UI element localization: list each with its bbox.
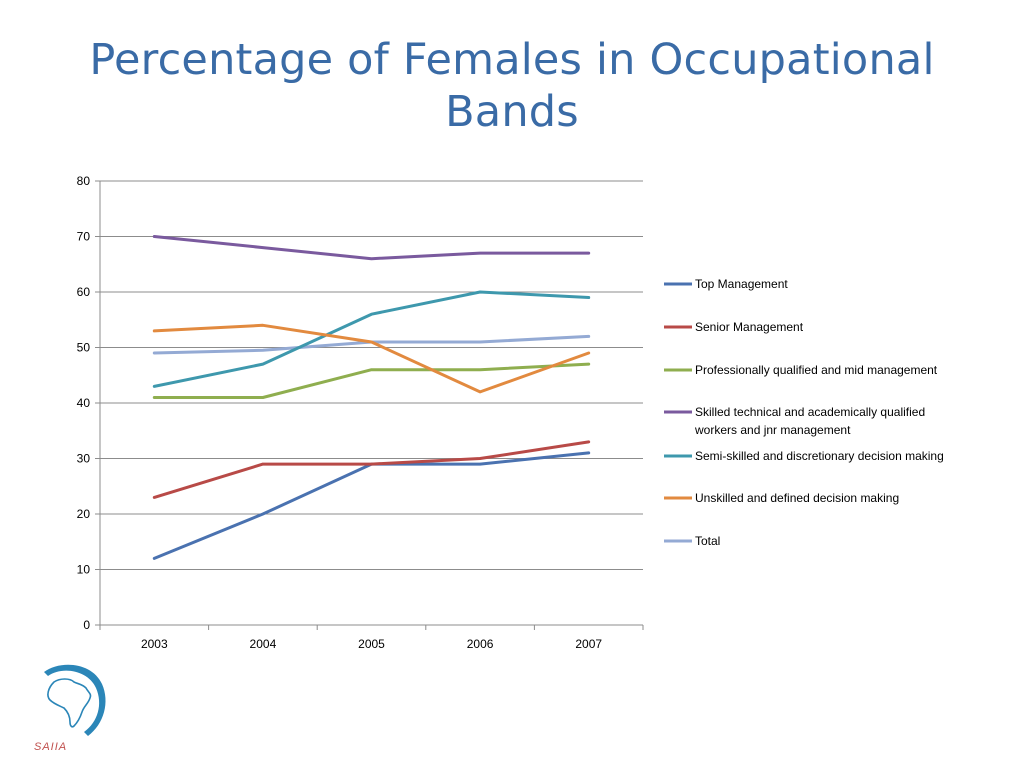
logo-ring-icon [44, 664, 106, 736]
data-point-semi-skilled-and-discretionary-decision-making [370, 313, 373, 316]
legend-item: Professionally qualified and mid managem… [664, 363, 938, 377]
data-point-top-management [153, 557, 156, 560]
y-tick-label: 0 [83, 618, 90, 632]
legend-label: Total [695, 534, 720, 548]
y-tick-label: 80 [77, 174, 91, 188]
legend: Top Management Senior Management Professio… [664, 277, 944, 548]
y-tick-label: 50 [77, 341, 91, 355]
legend-item: Semi-skilled and discretionary decision … [664, 449, 944, 463]
series-line-senior-management [152, 440, 591, 499]
series-line-unskilled-and-defined-decision-making [152, 323, 591, 394]
data-point-total [478, 340, 482, 344]
x-tick-label: 2007 [575, 637, 602, 651]
series-lines [152, 235, 591, 560]
series-line-skilled-technical-and-academically-qualified-workers-and-jnr-management [152, 235, 591, 261]
data-point-skilled-technical-and-academically-qualified-workers-and-jnr-management [261, 246, 265, 249]
data-point-total [261, 349, 265, 352]
legend-item: Senior Management [664, 320, 804, 334]
x-tick-label: 2005 [358, 637, 385, 651]
data-point-unskilled-and-defined-decision-making [370, 340, 373, 344]
data-point-unskilled-and-defined-decision-making [261, 324, 265, 327]
data-point-senior-management [370, 462, 373, 466]
axes: 0 10 20 30 40 50 60 70 80 2003 2004 2005 2006 2007 [77, 174, 644, 651]
data-point-professionally-qualified-and-mid-management [587, 362, 590, 366]
africa-map-icon [47, 678, 92, 728]
y-tick-label: 30 [77, 452, 91, 466]
y-tick-label: 70 [77, 230, 91, 244]
data-point-semi-skilled-and-discretionary-decision-making [587, 296, 590, 299]
legend-label: Professionally qualified and mid managem… [695, 363, 938, 377]
legend-item: Skilled technical and academically quali… [664, 405, 925, 437]
y-tick-label: 10 [77, 563, 91, 577]
y-tick-label: 60 [77, 285, 91, 299]
slide-title-line-2: Bands [445, 87, 579, 137]
x-tick-label: 2003 [141, 637, 168, 651]
legend-label: Skilled technical and academically quali… [694, 405, 925, 437]
data-point-unskilled-and-defined-decision-making [153, 329, 156, 333]
data-point-total [153, 351, 156, 355]
data-point-professionally-qualified-and-mid-management [478, 368, 482, 371]
legend-item: Unskilled and defined decision making [664, 491, 899, 505]
data-point-semi-skilled-and-discretionary-decision-making [261, 362, 265, 366]
y-tick-label: 40 [77, 396, 91, 410]
legend-label: Top Management [695, 277, 788, 291]
data-point-unskilled-and-defined-decision-making [587, 351, 590, 355]
data-point-skilled-technical-and-academically-qualified-workers-and-jnr-management [153, 235, 156, 238]
data-point-professionally-qualified-and-mid-management [153, 396, 156, 399]
y-tick-label: 20 [77, 507, 91, 521]
x-tick-label: 2004 [250, 637, 277, 651]
data-point-semi-skilled-and-discretionary-decision-making [153, 385, 156, 388]
data-point-skilled-technical-and-academically-qualified-workers-and-jnr-management [370, 257, 373, 260]
data-point-skilled-technical-and-academically-qualified-workers-and-jnr-management [587, 251, 590, 255]
legend-label: Unskilled and defined decision making [695, 491, 899, 505]
x-tick-label: 2006 [467, 637, 494, 651]
data-point-senior-management [478, 457, 482, 460]
data-point-top-management [261, 512, 265, 516]
slide-title-line-1: Percentage of Females in Occupational [89, 35, 935, 85]
series-line-total [152, 334, 591, 355]
slide-title: Percentage of Females in Occupational Ba… [40, 34, 984, 138]
data-point-senior-management [587, 440, 590, 444]
data-point-semi-skilled-and-discretionary-decision-making [478, 290, 482, 294]
legend-label: Senior Management [695, 320, 804, 334]
data-point-senior-management [261, 462, 265, 466]
legend-item: Top Management [664, 277, 788, 291]
data-point-professionally-qualified-and-mid-management [261, 396, 265, 399]
logo-text: SAIIA [34, 741, 67, 753]
data-point-total [587, 335, 590, 338]
data-point-top-management [587, 451, 590, 455]
gridlines [100, 180, 643, 570]
data-point-senior-management [153, 496, 156, 499]
saiia-logo: SAIIA [34, 664, 106, 753]
data-point-unskilled-and-defined-decision-making [478, 390, 482, 394]
data-point-skilled-technical-and-academically-qualified-workers-and-jnr-management [478, 251, 482, 255]
data-point-professionally-qualified-and-mid-management [370, 368, 373, 371]
legend-item: Total [664, 534, 720, 548]
legend-label: Semi-skilled and discretionary decision … [695, 449, 944, 463]
data-point-top-management [478, 462, 482, 466]
series-line-top-management [152, 451, 591, 560]
